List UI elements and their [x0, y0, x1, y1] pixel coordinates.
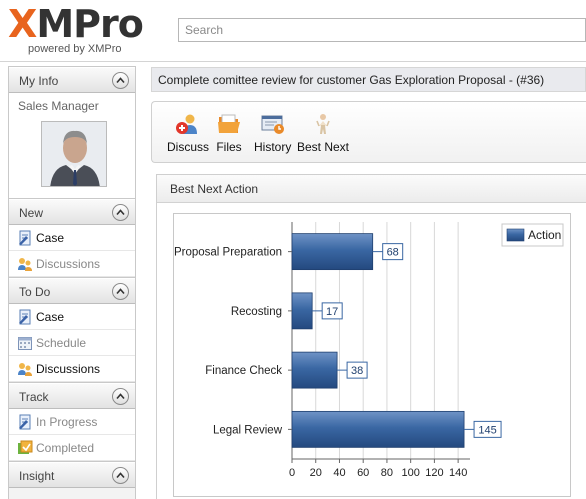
discuss-button[interactable]: Discuss	[167, 112, 209, 154]
sidebar-item-todo-case[interactable]: Case	[9, 304, 135, 330]
collapse-chevron-icon[interactable]	[112, 467, 129, 484]
sidebar-item-label: Case	[36, 231, 65, 245]
bar	[291, 351, 338, 389]
data-label-box	[346, 361, 368, 379]
bar	[291, 410, 465, 448]
task-toolbar: Discuss Files History Best Next	[151, 101, 586, 163]
legend-swatch	[506, 228, 525, 242]
schedule-icon	[17, 335, 33, 351]
category-label: Finance Check	[205, 365, 282, 377]
data-label: 17	[326, 306, 338, 318]
new-section-title: New	[19, 206, 44, 220]
best-next-action-chart: 0 20 40 60 80 100 120 140 Proposal Preparation 68…	[174, 222, 564, 479]
track-section-title: Track	[19, 390, 49, 404]
collapse-chevron-icon[interactable]	[112, 204, 129, 221]
case-icon	[17, 414, 33, 430]
sidebar-item-label: Schedule	[36, 336, 87, 350]
insight-section-title: Insight	[19, 469, 55, 483]
panel-header: Best Next Action	[157, 175, 586, 203]
sidebar-item-label: Case	[36, 310, 65, 324]
sidebar-item-new-case[interactable]: Case	[9, 225, 135, 251]
history-icon	[260, 112, 286, 136]
case-icon	[17, 230, 33, 246]
avatar[interactable]	[41, 121, 107, 187]
todo-section-title: To Do	[19, 285, 51, 299]
sidebar-item-label: Discussions	[36, 257, 101, 271]
history-label: History	[254, 140, 292, 154]
x-tick-label: 140	[449, 467, 467, 479]
best-next-label: Best Next	[297, 140, 350, 154]
discuss-icon	[175, 112, 201, 136]
task-title: Complete comittee review for customer Ga…	[158, 73, 545, 87]
x-tick-label: 0	[289, 467, 295, 479]
category-label: Recosting	[231, 306, 282, 318]
best-next-action-panel: Best Next Action 0 20 40 60 80 100 120 140 Propo…	[156, 174, 586, 499]
files-button[interactable]: Files	[216, 112, 242, 154]
sidebar-item-todo-schedule[interactable]: Schedule	[9, 330, 135, 356]
data-label-box	[382, 243, 404, 261]
sidebar-item-label: In Progress	[36, 415, 98, 429]
sidebar-item-todo-discussions[interactable]: Discussions	[9, 356, 135, 382]
data-label-box	[321, 302, 343, 320]
category-label: Legal Review	[213, 424, 283, 436]
data-label: 68	[387, 247, 399, 259]
sidebar-item-in-progress[interactable]: In Progress	[9, 409, 135, 435]
discuss-label: Discuss	[167, 140, 210, 154]
best-next-button[interactable]: Best Next	[297, 112, 349, 154]
discussions-icon	[17, 256, 33, 272]
app-header: XMPro powered by XMPro	[0, 0, 586, 62]
history-button[interactable]: History	[254, 112, 291, 154]
x-tick-label: 40	[333, 467, 345, 479]
collapse-chevron-icon[interactable]	[112, 388, 129, 405]
x-tick-label: 100	[401, 467, 419, 479]
x-tick-label: 20	[310, 467, 322, 479]
sidebar-item-completed[interactable]: Completed	[9, 435, 135, 461]
profile-section: Sales Manager	[9, 93, 135, 199]
chart-container: 0 20 40 60 80 100 120 140 Proposal Preparation 68…	[173, 213, 571, 497]
completed-icon	[17, 440, 33, 456]
search-input[interactable]	[178, 18, 586, 42]
xmpro-logo[interactable]: XMPro	[8, 2, 144, 46]
task-title-bar: Complete comittee review for customer Ga…	[151, 67, 586, 92]
files-label: Files	[216, 140, 242, 154]
track-section-header[interactable]: Track	[9, 383, 135, 409]
collapse-chevron-icon[interactable]	[112, 283, 129, 300]
powered-by-text: powered by XMPro	[28, 43, 122, 55]
x-tick-label: 80	[381, 467, 393, 479]
collapse-chevron-icon[interactable]	[112, 72, 129, 89]
insight-section-header[interactable]: Insight	[9, 462, 135, 488]
legend-label: Action	[528, 228, 561, 242]
bar	[291, 233, 374, 271]
best-next-icon	[310, 112, 336, 136]
category-label: Proposal Preparation	[174, 247, 282, 259]
user-role: Sales Manager	[18, 99, 99, 113]
panel-title: Best Next Action	[170, 182, 259, 196]
sidebar-item-new-discussions[interactable]: Discussions	[9, 251, 135, 277]
case-icon	[17, 309, 33, 325]
x-tick-label: 120	[425, 467, 443, 479]
my-info-header[interactable]: My Info	[9, 67, 135, 93]
data-label: 145	[478, 424, 496, 436]
discussions-icon	[17, 361, 33, 377]
todo-section-header[interactable]: To Do	[9, 278, 135, 304]
my-info-title: My Info	[19, 74, 59, 88]
new-section-header[interactable]: New	[9, 199, 135, 225]
sidebar-item-label: Completed	[36, 441, 95, 455]
x-tick-label: 60	[357, 467, 369, 479]
sidebar-item-label: Discussions	[36, 362, 101, 376]
files-icon	[216, 112, 242, 136]
sidebar: My Info Sales Manager New Case Discussio…	[8, 66, 136, 499]
bar	[291, 292, 313, 330]
data-label: 38	[351, 365, 363, 377]
data-label-box	[473, 420, 502, 438]
